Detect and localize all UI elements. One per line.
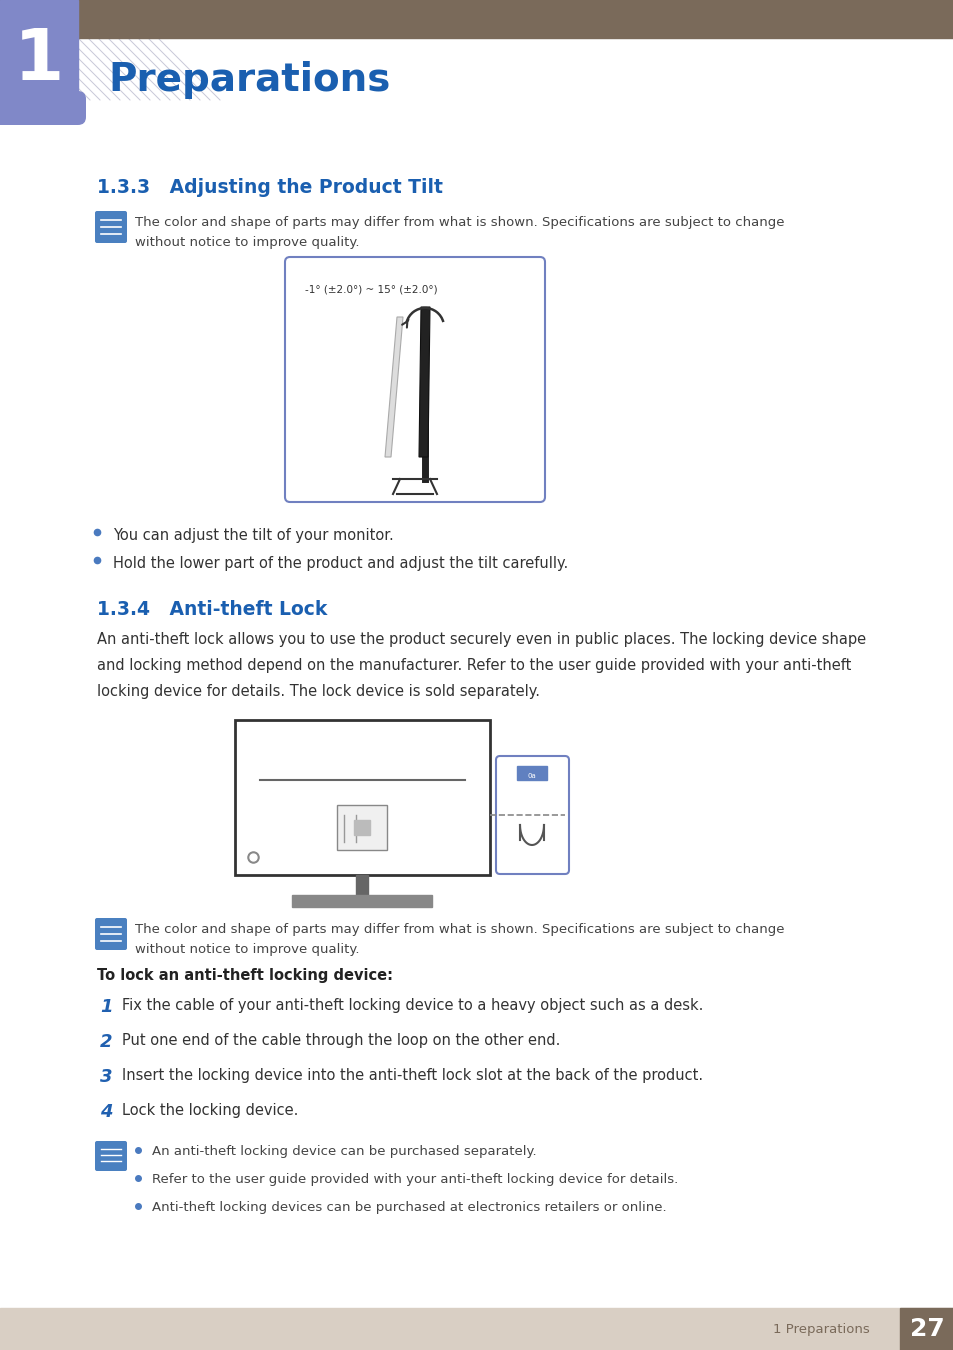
Bar (354, 819, 370, 836)
Text: The color and shape of parts may differ from what is shown. Specifications are s: The color and shape of parts may differ … (135, 923, 783, 956)
FancyBboxPatch shape (95, 918, 127, 950)
Text: 0a: 0a (527, 774, 536, 779)
Text: 2: 2 (100, 1033, 112, 1052)
Text: 1.3.3   Adjusting the Product Tilt: 1.3.3 Adjusting the Product Tilt (97, 178, 442, 197)
Bar (0, 0, 78, 105)
Text: Preparations: Preparations (108, 61, 390, 99)
Text: 1: 1 (100, 998, 112, 1017)
Bar (517, 765, 546, 780)
Text: and locking method depend on the manufacturer. Refer to the user guide provided : and locking method depend on the manufac… (97, 657, 850, 674)
Text: Lock the locking device.: Lock the locking device. (122, 1103, 298, 1118)
FancyBboxPatch shape (95, 1141, 127, 1170)
Text: 3: 3 (100, 1068, 112, 1085)
Text: 1 Preparations: 1 Preparations (773, 1323, 869, 1335)
Text: 27: 27 (908, 1318, 943, 1341)
Polygon shape (385, 317, 402, 458)
Bar (899, 1308, 953, 1350)
Text: 4: 4 (100, 1103, 112, 1120)
Text: Insert the locking device into the anti-theft lock slot at the back of the produ: Insert the locking device into the anti-… (122, 1068, 702, 1083)
Text: locking device for details. The lock device is sold separately.: locking device for details. The lock dev… (97, 684, 539, 699)
Text: Refer to the user guide provided with your anti-theft locking device for details: Refer to the user guide provided with yo… (152, 1173, 678, 1187)
Text: An anti-theft locking device can be purchased separately.: An anti-theft locking device can be purc… (152, 1145, 536, 1158)
Text: -1° (±2.0°) ~ 15° (±2.0°): -1° (±2.0°) ~ 15° (±2.0°) (305, 284, 437, 294)
Text: An anti-theft lock allows you to use the product securely even in public places.: An anti-theft lock allows you to use the… (97, 632, 865, 647)
Bar (234, 720, 490, 875)
Text: 1.3.4   Anti-theft Lock: 1.3.4 Anti-theft Lock (97, 599, 327, 620)
Bar (355, 875, 368, 895)
Text: 1: 1 (13, 26, 64, 94)
FancyBboxPatch shape (95, 211, 127, 243)
Text: Put one end of the cable through the loop on the other end.: Put one end of the cable through the loo… (122, 1033, 559, 1048)
Text: To lock an anti-theft locking device:: To lock an anti-theft locking device: (97, 968, 393, 983)
Bar (0, 0, 953, 38)
Text: The color and shape of parts may differ from what is shown. Specifications are s: The color and shape of parts may differ … (135, 216, 783, 248)
Text: Hold the lower part of the product and adjust the tilt carefully.: Hold the lower part of the product and a… (112, 556, 568, 571)
Text: Anti-theft locking devices can be purchased at electronics retailers or online.: Anti-theft locking devices can be purcha… (152, 1202, 666, 1214)
Bar (336, 805, 387, 850)
FancyBboxPatch shape (285, 256, 544, 502)
FancyBboxPatch shape (0, 90, 86, 126)
Text: Fix the cable of your anti-theft locking device to a heavy object such as a desk: Fix the cable of your anti-theft locking… (122, 998, 702, 1012)
Text: You can adjust the tilt of your monitor.: You can adjust the tilt of your monitor. (112, 528, 394, 543)
Polygon shape (418, 306, 430, 458)
FancyBboxPatch shape (496, 756, 568, 873)
Bar (0, 1308, 953, 1350)
Bar (292, 895, 432, 907)
